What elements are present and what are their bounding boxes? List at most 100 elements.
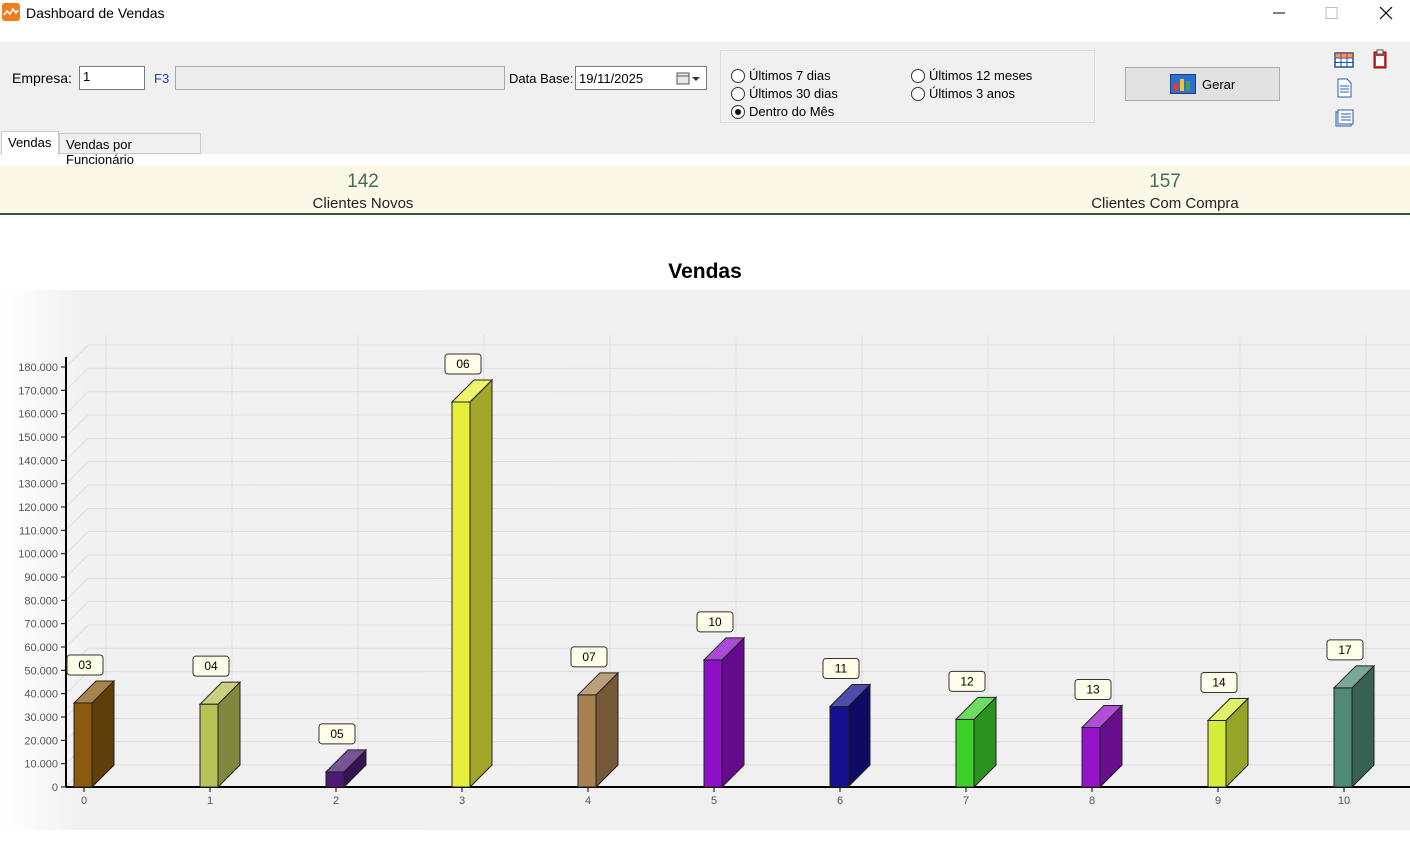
- radio-label: Últimos 3 anos: [929, 86, 1015, 101]
- y-tick-label: 160.000: [18, 409, 58, 421]
- chart-title: Vendas: [668, 260, 742, 283]
- filter-panel: Empresa: 1 F3 Data Base: 19/11/2025 Últi…: [0, 42, 1410, 154]
- bar-label-box: [444, 353, 482, 375]
- bar-top: [954, 696, 998, 720]
- bar-data-label: 11: [835, 662, 848, 676]
- bar-07: [576, 671, 620, 789]
- y-tick-label: 40.000: [24, 689, 58, 701]
- grid-depth-line: [65, 461, 89, 485]
- bar-13: [1080, 704, 1124, 789]
- stats-strip: 142 Clientes Novos 157 Clientes Com Comp…: [0, 165, 1410, 215]
- x-tick-label: 2: [333, 795, 339, 807]
- close-icon: [1379, 7, 1393, 20]
- report-list-icon[interactable]: [1334, 108, 1354, 128]
- radio-label: Últimos 7 dias: [749, 68, 831, 83]
- radio-label: Dentro do Mês: [749, 104, 835, 119]
- y-tick-label: 60.000: [24, 642, 58, 654]
- bar-label-box: [1200, 672, 1238, 693]
- bar-front: [829, 706, 849, 788]
- bar-label-box: [318, 723, 356, 745]
- bar-12: [954, 696, 998, 789]
- grid-depth-line: [65, 554, 89, 578]
- grid-table-icon[interactable]: [1334, 50, 1354, 70]
- bar-03: [72, 679, 116, 789]
- bar-top: [1206, 698, 1250, 721]
- grid-depth-line: [65, 507, 89, 531]
- radio-circle: [731, 87, 745, 101]
- radio-label: Últimos 30 dias: [749, 86, 838, 101]
- app-logo-icon: [2, 3, 20, 21]
- y-tick-label: 70.000: [24, 619, 58, 631]
- bar-data-label: 07: [582, 650, 596, 664]
- sales-bar-chart: 0 10.000 20.000 30.000 40.000 50.000 60.000 70.…: [0, 290, 1410, 830]
- bar-data-label: 10: [708, 615, 722, 629]
- minimize-button[interactable]: [1252, 0, 1306, 28]
- bar-14: [1206, 697, 1250, 789]
- y-tick-label: 90.000: [24, 572, 58, 584]
- f3-lookup-link[interactable]: F3: [154, 71, 170, 86]
- bar-data-label: 04: [204, 659, 218, 673]
- grid-depth-line: [65, 437, 89, 461]
- bar-data-label: 13: [1086, 683, 1100, 697]
- bar-top: [702, 637, 746, 661]
- bar-front: [1207, 720, 1227, 788]
- x-tick-label: 0: [81, 795, 87, 807]
- x-tick-label: 1: [207, 795, 213, 807]
- close-button[interactable]: [1359, 0, 1410, 28]
- bar-top: [72, 680, 116, 704]
- grid-depth-line: [65, 531, 89, 555]
- bar-10: [702, 636, 746, 789]
- x-tick-label: 6: [837, 795, 843, 807]
- y-tick-label: 80.000: [24, 595, 58, 607]
- y-tick-label: 130.000: [18, 479, 58, 491]
- x-tick-label: 9: [1215, 795, 1221, 807]
- bar-top: [450, 379, 494, 403]
- bar-label-box: [822, 658, 860, 679]
- empresa-input[interactable]: 1: [79, 66, 145, 90]
- bar-label-box: [948, 670, 986, 692]
- y-tick-label: 140.000: [18, 455, 58, 467]
- radio-circle: [911, 69, 925, 83]
- bar-top: [828, 684, 872, 707]
- grid-depth-line: [65, 484, 89, 508]
- window-title: Dashboard de Vendas: [26, 5, 165, 21]
- calendar-dropdown-icon[interactable]: [676, 71, 704, 87]
- bar-05: [324, 748, 368, 789]
- radio-circle: [911, 87, 925, 101]
- gerar-label: Gerar: [1202, 77, 1236, 92]
- bar-front: [451, 401, 471, 788]
- period-radio-group: Últimos 7 dias Últimos 30 dias Dentro do…: [720, 50, 1095, 123]
- clientes-com-compra-value: 157: [1149, 171, 1181, 192]
- bar-label-box: [66, 654, 104, 676]
- grid-depth-line: [65, 367, 89, 391]
- y-tick-label: 50.000: [24, 665, 58, 677]
- data-base-input[interactable]: 19/11/2025: [575, 66, 707, 90]
- clipboard-icon[interactable]: [1370, 49, 1390, 69]
- maximize-icon: [1325, 7, 1338, 19]
- clientes-novos-label: Clientes Novos: [312, 195, 414, 212]
- y-tick-label: 120.000: [18, 502, 58, 514]
- minimize-icon: [1273, 12, 1285, 14]
- bar-data-label: 06: [456, 357, 470, 371]
- tab-vendas[interactable]: Vendas: [1, 131, 59, 155]
- empresa-name-field: [175, 66, 505, 90]
- bar-label-box: [192, 655, 230, 677]
- gerar-button[interactable]: Gerar: [1125, 67, 1280, 101]
- document-icon[interactable]: [1334, 78, 1354, 98]
- y-tick-label: 150.000: [18, 432, 58, 444]
- bar-label-box: [570, 646, 608, 668]
- bar-front: [703, 659, 723, 788]
- bar-front: [955, 718, 975, 788]
- grid-depth-line: [65, 344, 89, 368]
- y-tick-label: 100.000: [18, 549, 58, 561]
- bar-top: [1080, 705, 1124, 728]
- maximize-button[interactable]: [1305, 0, 1359, 28]
- bar-front: [1081, 727, 1101, 788]
- y-tick-label: 110.000: [19, 525, 58, 537]
- y-tick-label: 20.000: [24, 735, 58, 747]
- tab-vendas-por-funcionario[interactable]: Vendas por Funcionário: [59, 133, 201, 167]
- bar-top: [576, 672, 620, 696]
- radio-label: Últimos 12 meses: [929, 68, 1033, 83]
- bar-06: [450, 378, 494, 789]
- bar-front: [73, 702, 93, 788]
